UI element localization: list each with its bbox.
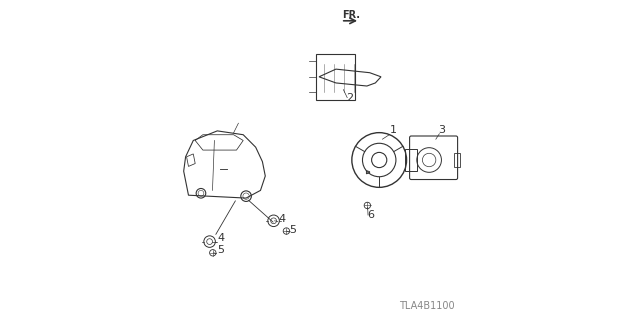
Text: 4: 4: [278, 214, 285, 224]
Text: 4: 4: [217, 233, 224, 243]
Text: FR.: FR.: [342, 10, 360, 20]
Text: 2: 2: [346, 93, 353, 103]
Text: TLA4B1100: TLA4B1100: [399, 301, 454, 311]
Text: 5: 5: [217, 245, 224, 255]
Text: 1: 1: [390, 125, 397, 135]
Text: 5: 5: [290, 225, 296, 235]
Text: 6: 6: [367, 210, 374, 220]
Text: 3: 3: [438, 125, 445, 135]
